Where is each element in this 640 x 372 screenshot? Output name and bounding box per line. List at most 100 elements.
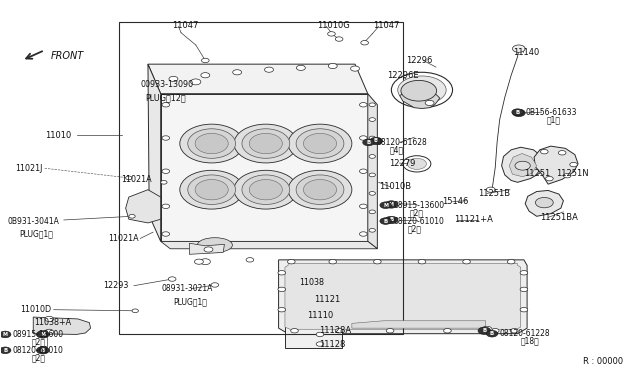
Ellipse shape: [197, 238, 232, 253]
Circle shape: [204, 247, 213, 252]
Polygon shape: [534, 146, 578, 184]
Circle shape: [540, 150, 548, 154]
Polygon shape: [352, 321, 486, 328]
Circle shape: [36, 331, 49, 338]
Circle shape: [316, 342, 324, 346]
Text: B: B: [490, 331, 494, 336]
Circle shape: [161, 180, 167, 184]
Text: B: B: [366, 140, 371, 145]
Circle shape: [278, 308, 285, 312]
Ellipse shape: [249, 134, 282, 154]
Circle shape: [0, 347, 11, 354]
Text: 11251B: 11251B: [478, 189, 510, 198]
Circle shape: [369, 228, 376, 232]
Text: 11010G: 11010G: [317, 21, 349, 30]
Text: （2）: （2）: [32, 337, 46, 346]
Polygon shape: [502, 147, 543, 182]
Circle shape: [486, 330, 498, 337]
Circle shape: [387, 328, 394, 333]
Text: M: M: [389, 202, 394, 207]
Circle shape: [407, 158, 426, 169]
Circle shape: [508, 260, 515, 264]
Text: B: B: [515, 110, 520, 115]
Polygon shape: [278, 260, 527, 334]
Ellipse shape: [303, 180, 337, 200]
Text: B: B: [389, 218, 394, 222]
Circle shape: [287, 260, 295, 264]
Circle shape: [246, 258, 253, 262]
Circle shape: [360, 103, 367, 107]
Circle shape: [291, 328, 298, 333]
Circle shape: [512, 109, 524, 115]
Circle shape: [233, 70, 242, 75]
Circle shape: [463, 260, 470, 264]
Text: B: B: [3, 348, 7, 353]
Circle shape: [369, 118, 376, 121]
Ellipse shape: [188, 129, 236, 158]
Circle shape: [385, 216, 397, 224]
Circle shape: [162, 136, 170, 140]
Text: 08120-61628: 08120-61628: [376, 138, 427, 147]
Circle shape: [278, 287, 285, 292]
Text: 12296E: 12296E: [387, 71, 419, 80]
Circle shape: [201, 73, 210, 78]
Circle shape: [328, 32, 335, 36]
Circle shape: [278, 270, 285, 275]
Circle shape: [316, 332, 324, 337]
Text: 08915-13600: 08915-13600: [13, 330, 64, 339]
Ellipse shape: [288, 170, 352, 209]
Circle shape: [401, 80, 436, 101]
Polygon shape: [33, 317, 91, 334]
Ellipse shape: [242, 175, 290, 205]
Text: 12293: 12293: [103, 281, 129, 290]
Circle shape: [351, 66, 360, 71]
Circle shape: [513, 45, 525, 52]
Circle shape: [486, 187, 495, 192]
Circle shape: [545, 176, 553, 181]
Text: （2）: （2）: [409, 208, 423, 217]
Polygon shape: [161, 241, 378, 249]
Polygon shape: [148, 64, 368, 94]
Ellipse shape: [249, 180, 282, 200]
Circle shape: [169, 76, 178, 81]
Text: 08120-61010: 08120-61010: [13, 346, 64, 355]
Circle shape: [478, 327, 491, 334]
Text: （2）: （2）: [32, 353, 46, 362]
Circle shape: [515, 161, 531, 170]
Text: PLUG（1）: PLUG（1）: [173, 298, 207, 307]
Circle shape: [296, 65, 305, 70]
Circle shape: [536, 198, 553, 208]
Text: PLUG（12）: PLUG（12）: [145, 94, 186, 103]
Text: 12279: 12279: [389, 158, 415, 168]
Text: B: B: [383, 219, 388, 224]
Text: 08120-61010: 08120-61010: [394, 217, 444, 225]
Circle shape: [129, 214, 135, 218]
Ellipse shape: [180, 170, 244, 209]
Circle shape: [369, 173, 376, 177]
Text: M: M: [383, 203, 388, 208]
Circle shape: [45, 329, 54, 334]
Ellipse shape: [296, 175, 344, 205]
Ellipse shape: [242, 129, 290, 158]
Text: PLUG（1）: PLUG（1）: [19, 230, 53, 238]
Circle shape: [264, 67, 273, 72]
Text: 11128: 11128: [319, 340, 345, 349]
Text: 11021J: 11021J: [15, 164, 43, 173]
Circle shape: [369, 103, 376, 107]
Circle shape: [520, 270, 528, 275]
Text: 11047: 11047: [373, 21, 399, 30]
Ellipse shape: [195, 134, 228, 154]
Circle shape: [360, 204, 367, 209]
Text: （2）: （2）: [408, 224, 422, 233]
Circle shape: [0, 331, 11, 338]
Circle shape: [162, 103, 170, 107]
Text: 11128A: 11128A: [319, 326, 351, 335]
Circle shape: [418, 260, 426, 264]
Ellipse shape: [188, 175, 236, 205]
Text: 11121: 11121: [314, 295, 340, 304]
Polygon shape: [148, 64, 161, 241]
Circle shape: [200, 259, 211, 264]
Circle shape: [570, 162, 577, 167]
Bar: [119, 22, 403, 334]
Ellipse shape: [234, 124, 298, 163]
